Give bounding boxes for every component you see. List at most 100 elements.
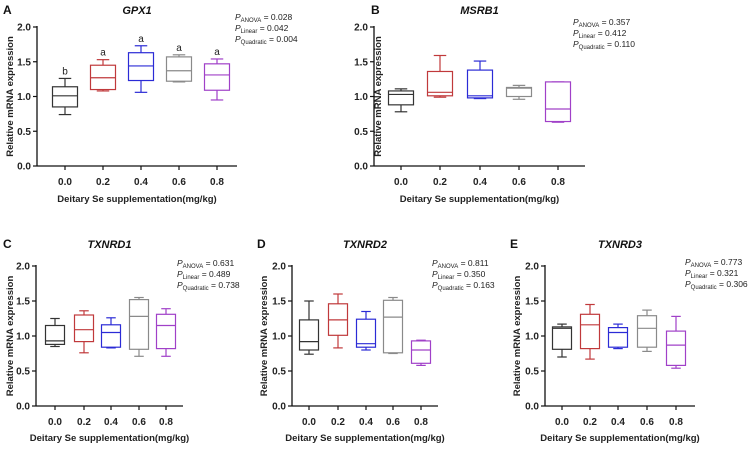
panel-letter: E: [510, 237, 518, 251]
box-0.0: [298, 300, 320, 355]
x-tick-label: 0.8: [210, 177, 224, 188]
p-subscript: Quadratic: [241, 40, 267, 46]
box-0.4: [355, 310, 377, 351]
y-tick-label: 2.0: [16, 262, 30, 273]
y-tick-label: 0.0: [525, 402, 539, 413]
p-value: = 0.412: [595, 28, 626, 38]
iqr-box: [100, 324, 122, 348]
x-tick-label: 0.2: [331, 417, 345, 428]
p-subscript: Linear: [241, 29, 258, 35]
box-0.2: [426, 54, 454, 98]
box-0.6: [165, 54, 193, 83]
box-0.0: [387, 88, 415, 113]
p-symbol: P: [432, 269, 438, 279]
p-value: = 0.738: [209, 280, 240, 290]
box-0.4: [466, 60, 494, 100]
x-axis-label: Deitary Se supplementation(mg/kg): [540, 433, 699, 444]
y-axis-label: Relative mRNA expression: [5, 276, 16, 397]
p-symbol: P: [235, 12, 241, 22]
panel-b: B MSRB1 0.0 0.5 1.0 1.5 2.0 Relative mRNA expre…: [354, 3, 635, 205]
p-symbol: P: [685, 257, 691, 267]
x-tick-label: 0.2: [77, 417, 91, 428]
y-tick-label: 1.0: [354, 92, 368, 103]
x-tick-label: 0.8: [669, 417, 683, 428]
p-value: = 0.163: [464, 280, 495, 290]
y-tick-label: 2.0: [17, 23, 31, 34]
y-tick-label: 0.0: [272, 402, 286, 413]
chart-title: GPX1: [122, 5, 151, 17]
x-axis-label: Deitary Se supplementation(mg/kg): [57, 194, 216, 205]
box-0.4: [127, 45, 155, 93]
x-tick-label: 0.0: [302, 417, 316, 428]
p-value-linear: PLinear = 0.042: [235, 23, 289, 35]
iqr-box: [44, 324, 66, 345]
x-tick-label: 0.0: [48, 417, 62, 428]
box-0.4: [100, 317, 122, 349]
x-tick-label: 0.4: [359, 417, 373, 428]
p-value: = 0.773: [711, 257, 742, 267]
p-subscript: ANOVA: [438, 264, 459, 270]
iqr-box: [155, 313, 177, 350]
significance-letter: b: [62, 66, 68, 77]
p-symbol: P: [177, 258, 183, 268]
box-0.4: [607, 323, 629, 350]
iqr-box: [51, 86, 79, 108]
y-tick-label: 1.5: [17, 57, 31, 68]
iqr-box: [636, 315, 658, 348]
p-value-linear: PLinear = 0.350: [432, 269, 486, 281]
x-tick-label: 0.4: [104, 417, 118, 428]
p-subscript: Quadratic: [438, 286, 464, 292]
iqr-box: [203, 63, 231, 91]
x-tick-label: 0.6: [132, 417, 146, 428]
x-tick-label: 0.4: [473, 177, 487, 188]
y-tick-label: 1.0: [17, 92, 31, 103]
iqr-box: [73, 314, 95, 343]
p-value: = 0.489: [199, 269, 230, 279]
p-value: = 0.306: [717, 279, 748, 289]
iqr-box: [298, 319, 320, 351]
p-subscript: ANOVA: [183, 264, 204, 270]
p-symbol: P: [177, 269, 183, 279]
p-symbol: P: [573, 28, 579, 38]
y-tick-label: 0.0: [16, 402, 30, 413]
p-subscript: Linear: [579, 34, 596, 40]
panel-letter: A: [3, 3, 12, 17]
x-axis-label: Deitary Se supplementation(mg/kg): [30, 433, 189, 444]
p-value-anova: PANOVA = 0.811: [432, 258, 489, 270]
iqr-box: [127, 52, 155, 82]
box-0.8: [665, 315, 687, 369]
x-tick-label: 0.0: [394, 177, 408, 188]
p-value-quadratic: PQuadratic = 0.738: [177, 280, 240, 292]
p-value-quadratic: PQuadratic = 0.163: [432, 280, 495, 292]
y-tick-label: 0.5: [17, 127, 31, 138]
panel-letter: B: [371, 3, 380, 17]
p-subscript: Quadratic: [579, 45, 605, 51]
y-tick-label: 0.5: [525, 367, 539, 378]
y-tick-label: 2.0: [354, 23, 368, 34]
p-symbol: P: [177, 280, 183, 290]
chart-title: MSRB1: [460, 5, 499, 17]
iqr-box: [387, 90, 415, 106]
y-tick-label: 2.0: [525, 262, 539, 273]
x-tick-label: 0.6: [172, 177, 186, 188]
box-0.8: [544, 81, 572, 123]
x-tick-label: 0.0: [58, 177, 72, 188]
p-value-quadratic: PQuadratic = 0.306: [685, 279, 748, 291]
x-tick-label: 0.6: [640, 417, 654, 428]
iqr-box: [551, 326, 573, 350]
box-0.0: [51, 77, 79, 116]
p-value: = 0.811: [458, 258, 489, 268]
p-subscript: ANOVA: [579, 23, 600, 29]
x-axis-label: Deitary Se supplementation(mg/kg): [400, 194, 559, 205]
y-axis-label: Relative mRNA expression: [259, 276, 270, 397]
iqr-box: [607, 327, 629, 348]
y-tick-label: 2.0: [272, 262, 286, 273]
x-tick-label: 0.4: [611, 417, 625, 428]
p-symbol: P: [685, 268, 691, 278]
box-0.8: [410, 339, 432, 366]
box-0.8: [203, 58, 231, 101]
y-tick-label: 1.5: [525, 297, 539, 308]
